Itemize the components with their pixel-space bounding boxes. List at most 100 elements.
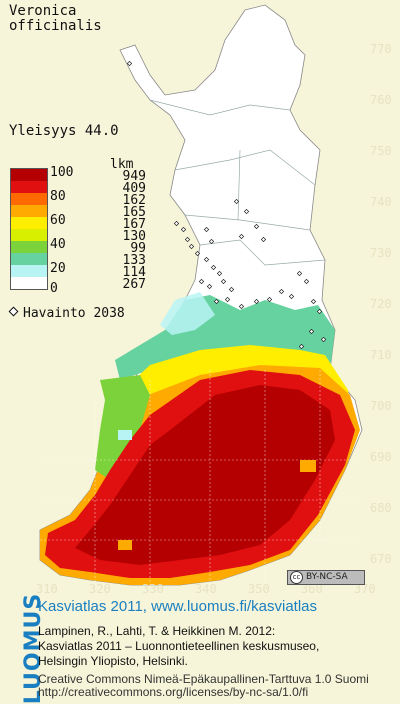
lake-patches: [118, 430, 316, 550]
observation-marker: [243, 208, 250, 215]
observation-marker: [303, 278, 310, 285]
footer: LUOMUS Kasviatlas 2011, www.luomus.fi/ka…: [0, 593, 400, 704]
observation-marker: [266, 296, 273, 303]
legend-count: 162: [122, 193, 146, 208]
observation-marker: [206, 283, 213, 290]
observation-marker: [298, 343, 305, 350]
zone-darkred: [75, 385, 335, 565]
legend-swatch: [11, 217, 47, 229]
x-tick-label: 350: [248, 582, 270, 596]
legend-colorbar: [10, 168, 48, 290]
y-tick-label: 770: [370, 42, 392, 56]
y-tick-label: 670: [370, 552, 392, 566]
observation-marker: [194, 250, 201, 257]
observation-marker: [203, 226, 210, 233]
legend-swatch: [11, 229, 47, 241]
observation-marker: [198, 278, 205, 285]
y-tick-label: 710: [370, 348, 392, 362]
observation-markers: [126, 60, 327, 350]
observation-marker: [126, 60, 133, 67]
zone-lightcyan: [160, 292, 215, 335]
observation-marker-icon: [8, 306, 19, 317]
legend-swatch: [11, 253, 47, 265]
finland-map: [39, 4, 363, 586]
observation-marker: [310, 298, 317, 305]
observation-marker: [296, 270, 303, 277]
legend-count: 267: [122, 277, 146, 292]
observation-marker: [320, 336, 327, 343]
legend-count: 130: [122, 229, 146, 244]
legend-swatch: [11, 241, 47, 253]
legend-swatch: [11, 277, 47, 289]
license-url[interactable]: http://creativecommons.org/licenses/by-n…: [38, 685, 309, 699]
observation-marker: [224, 296, 231, 303]
license-badge[interactable]: cc BY-NC-SA: [287, 570, 365, 585]
legend-swatch: [11, 193, 47, 205]
observation-marker: [180, 226, 187, 233]
observation-marker: [203, 256, 210, 263]
observation-marker: [253, 223, 260, 230]
observation-marker: [238, 303, 245, 310]
coordinate-grid: [40, 370, 360, 585]
observation-marker: [260, 236, 267, 243]
x-tick-label: 370: [354, 582, 376, 596]
region-boundaries: [149, 99, 326, 266]
observation-marker: [316, 308, 323, 315]
frequency-label: Yleisyys 44.0: [9, 123, 119, 139]
observation-marker: [220, 278, 227, 285]
legend-count: 114: [122, 265, 146, 280]
observation-marker: [188, 243, 195, 250]
observation-marker: [184, 236, 191, 243]
y-tick-label: 700: [370, 399, 392, 413]
atlas-title-link[interactable]: Kasviatlas 2011, www.luomus.fi/kasviatla…: [38, 598, 318, 615]
y-tick-label: 760: [370, 93, 392, 107]
x-tick-label: 330: [142, 582, 164, 596]
observation-marker: [238, 233, 245, 240]
observation-marker: [308, 328, 315, 335]
observation-legend: Havainto 2038: [8, 306, 125, 321]
legend-count: 949: [122, 169, 146, 184]
observation-marker: [228, 286, 235, 293]
legend-swatch: [11, 169, 47, 181]
legend-value-label: 60: [50, 213, 66, 228]
observation-marker: [210, 264, 217, 271]
legend-value-label: 20: [50, 261, 66, 276]
distribution-map: Veronica officinalis Yleisyys 44.0 lkm 1…: [8, 3, 392, 596]
legend-value-label: 80: [50, 189, 66, 204]
y-tick-label: 740: [370, 195, 392, 209]
legend-count: 409: [122, 181, 146, 196]
y-tick-label: 690: [370, 450, 392, 464]
y-tick-label: 730: [370, 246, 392, 260]
citation-line-1: Lampinen, R., Lahti, T. & Heikkinen M. 2…: [38, 624, 276, 638]
y-tick-label: 680: [370, 501, 392, 515]
observation-marker: [213, 298, 220, 305]
observation-marker: [288, 293, 295, 300]
observation-marker: [216, 270, 223, 277]
citation-line-3: Helsingin Yliopisto, Helsinki.: [38, 654, 188, 668]
observation-marker: [278, 288, 285, 295]
license-text: Creative Commons Nimeä-Epäkaupallinen-Ta…: [38, 672, 369, 686]
species-name: Veronica officinalis: [9, 3, 102, 34]
legend-count: 133: [122, 253, 146, 268]
cc-icon: cc: [290, 571, 303, 584]
x-tick-label: 320: [89, 582, 111, 596]
legend-swatch: [11, 205, 47, 217]
citation-line-2: Kasviatlas 2011 – Luonnontieteellinen ke…: [38, 639, 320, 653]
legend-count: 99: [130, 241, 146, 256]
observation-marker: [253, 298, 260, 305]
x-tick-label: 360: [301, 582, 323, 596]
observation-marker: [208, 238, 215, 245]
y-tick-label: 750: [370, 144, 392, 158]
legend-count: 165: [122, 205, 146, 220]
observation-marker: [233, 198, 240, 205]
legend-value-label: 0: [50, 281, 58, 296]
legend-swatch: [11, 181, 47, 193]
x-tick-label: 340: [195, 582, 217, 596]
x-tick-label: 310: [36, 582, 58, 596]
legend-value-label: 100: [50, 165, 74, 180]
y-tick-label: 720: [370, 297, 392, 311]
legend-value-label: 40: [50, 237, 66, 252]
legend-swatch: [11, 265, 47, 277]
legend-header: lkm: [110, 157, 134, 172]
observation-marker: [173, 220, 180, 227]
